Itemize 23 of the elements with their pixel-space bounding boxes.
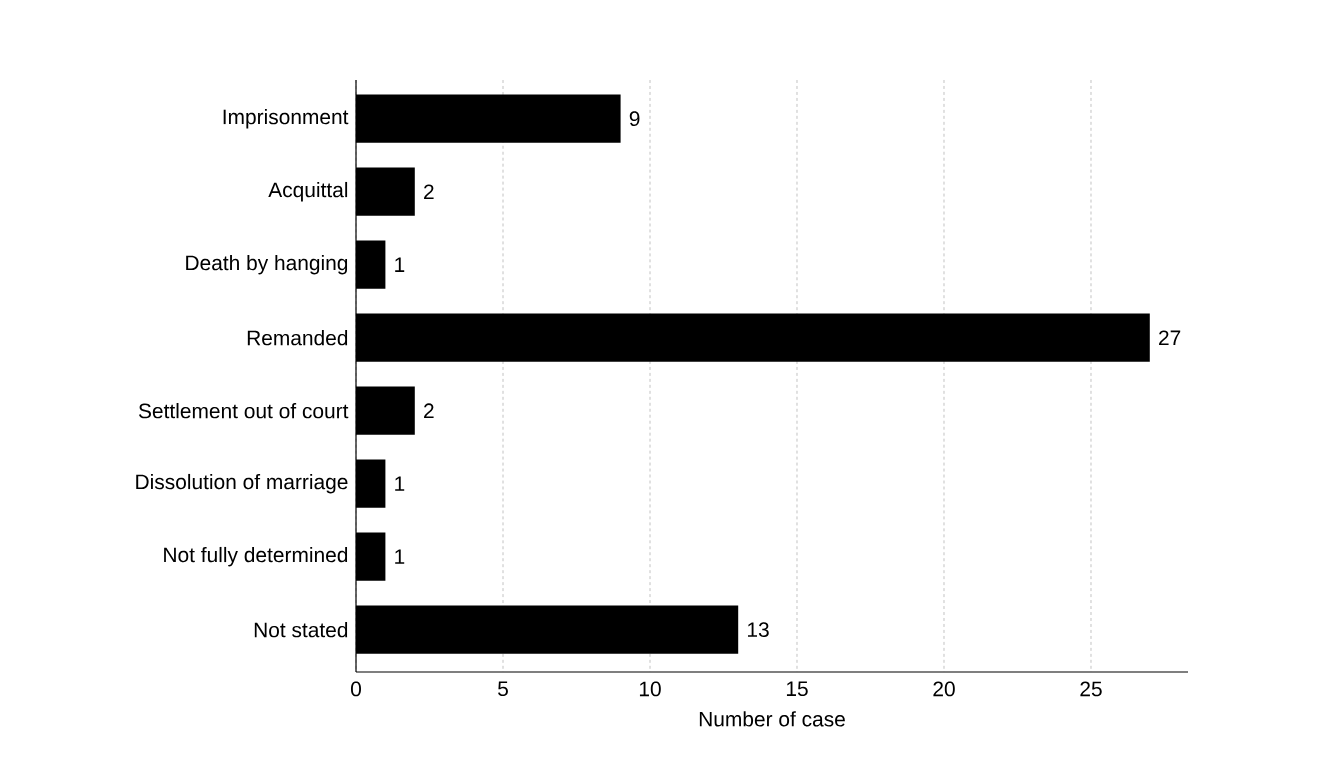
data-label: 9 [629,111,640,127]
data-label: 1 [395,476,405,491]
x-tick-label: 20 [933,681,955,697]
y-tick-label: Settlement out of court [138,403,349,419]
x-tick-label: 5 [498,681,508,697]
y-tick-label: Dissolution of marriage [136,473,348,494]
y-tick-label: Imprisonment [223,108,349,129]
x-axis-title: Number of case [699,711,845,727]
data-label: 27 [1159,330,1181,345]
x-tick-label: 25 [1080,681,1102,697]
y-tick-label: Death by hanging [186,254,348,275]
y-tick-label: Acquittal [268,181,348,202]
data-label: 1 [395,257,405,272]
x-tick-label: 15 [786,681,808,697]
y-tick-label: Remanded [247,330,348,346]
data-label: 13 [747,622,769,638]
x-tick-label: 0 [351,681,361,697]
data-label: 2 [424,184,434,199]
data-label: 2 [424,403,434,418]
y-tick-label: Not fully determined [164,546,348,567]
y-tick-label: Not stated [254,621,348,638]
data-label: 1 [395,549,405,564]
x-tick-label: 10 [639,681,661,697]
